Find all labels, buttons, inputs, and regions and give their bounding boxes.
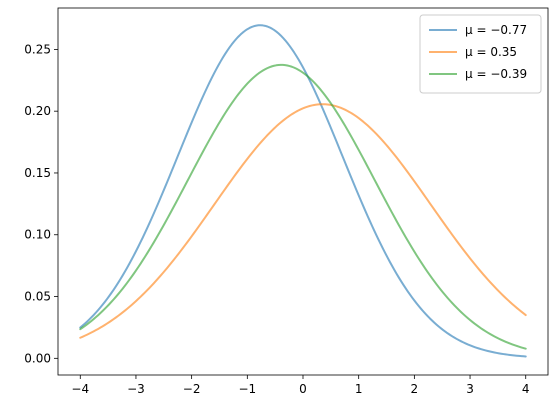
series-line-2 bbox=[79, 63, 527, 350]
legend-label-0: μ = −0.77 bbox=[465, 23, 527, 37]
x-tick-label: 3 bbox=[466, 382, 474, 396]
x-tick-label: −3 bbox=[127, 382, 145, 396]
y-tick-label: 0.10 bbox=[24, 228, 51, 242]
y-tick-label: 0.05 bbox=[24, 290, 51, 304]
legend-label-2: μ = −0.39 bbox=[465, 67, 527, 81]
y-tick-label: 0.25 bbox=[24, 42, 51, 56]
x-tick-label: −2 bbox=[183, 382, 201, 396]
x-tick-label: 1 bbox=[355, 382, 363, 396]
y-tick-label: 0.20 bbox=[24, 104, 51, 118]
y-tick-label: 0.00 bbox=[24, 351, 51, 365]
x-tick-label: 0 bbox=[299, 382, 307, 396]
x-tick-label: −4 bbox=[71, 382, 89, 396]
x-tick-label: 2 bbox=[411, 382, 419, 396]
x-tick-label: −1 bbox=[238, 382, 256, 396]
series-line-1 bbox=[79, 103, 527, 339]
series-line-0 bbox=[79, 24, 527, 358]
y-tick-label: 0.15 bbox=[24, 166, 51, 180]
legend-label-1: μ = 0.35 bbox=[465, 45, 517, 59]
x-tick-label: 4 bbox=[522, 382, 530, 396]
